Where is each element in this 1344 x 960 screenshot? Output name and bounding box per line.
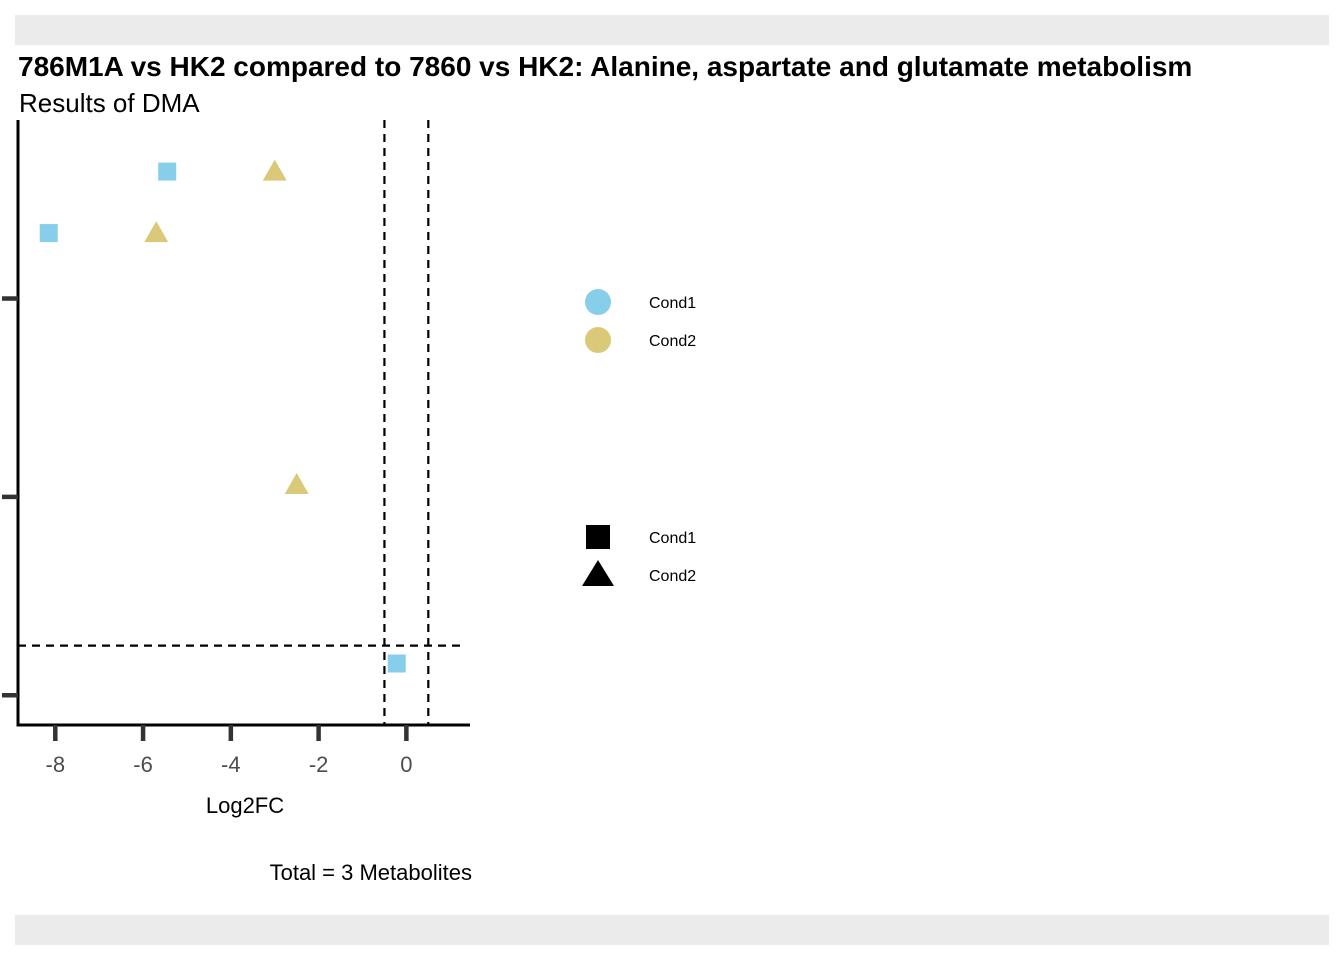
data-points [39, 159, 406, 673]
data-point [158, 162, 177, 181]
data-point [387, 654, 406, 673]
legend-color-key [585, 327, 611, 353]
legend-shape-label: Cond1 [649, 530, 696, 547]
x-tick-label: 0 [400, 752, 412, 777]
x-axis-ticks: -8 -6 -4 -2 0 [46, 725, 412, 777]
x-tick-label: -4 [221, 752, 241, 777]
legend-shape: Cond1 Cond2 [582, 525, 696, 586]
chart-subtitle: Results of DMA [19, 88, 200, 118]
data-point [39, 224, 58, 243]
legend-color: Cond1 Cond2 [585, 289, 696, 353]
x-tick-label: -2 [309, 752, 329, 777]
bottom-strip [15, 915, 1329, 945]
legend-shape-key [582, 560, 614, 586]
legend-color-label: Cond2 [649, 333, 696, 350]
data-point [262, 159, 287, 181]
reference-lines [18, 120, 462, 725]
legend-shape-label: Cond2 [649, 568, 696, 585]
axes [16, 120, 470, 727]
data-point [284, 472, 309, 494]
x-axis-label: Log2FC [206, 793, 284, 818]
y-axis-ticks [2, 296, 18, 698]
legend-color-key [585, 289, 611, 315]
chart-title: 786M1A vs HK2 compared to 7860 vs HK2: A… [18, 51, 1192, 82]
top-strip [15, 15, 1329, 45]
x-tick-label: -6 [133, 752, 153, 777]
legend-color-label: Cond1 [649, 295, 696, 312]
legend-shape-key [586, 525, 610, 549]
x-tick-label: -8 [46, 752, 66, 777]
caption: Total = 3 Metabolites [270, 860, 472, 885]
data-point [144, 221, 169, 243]
